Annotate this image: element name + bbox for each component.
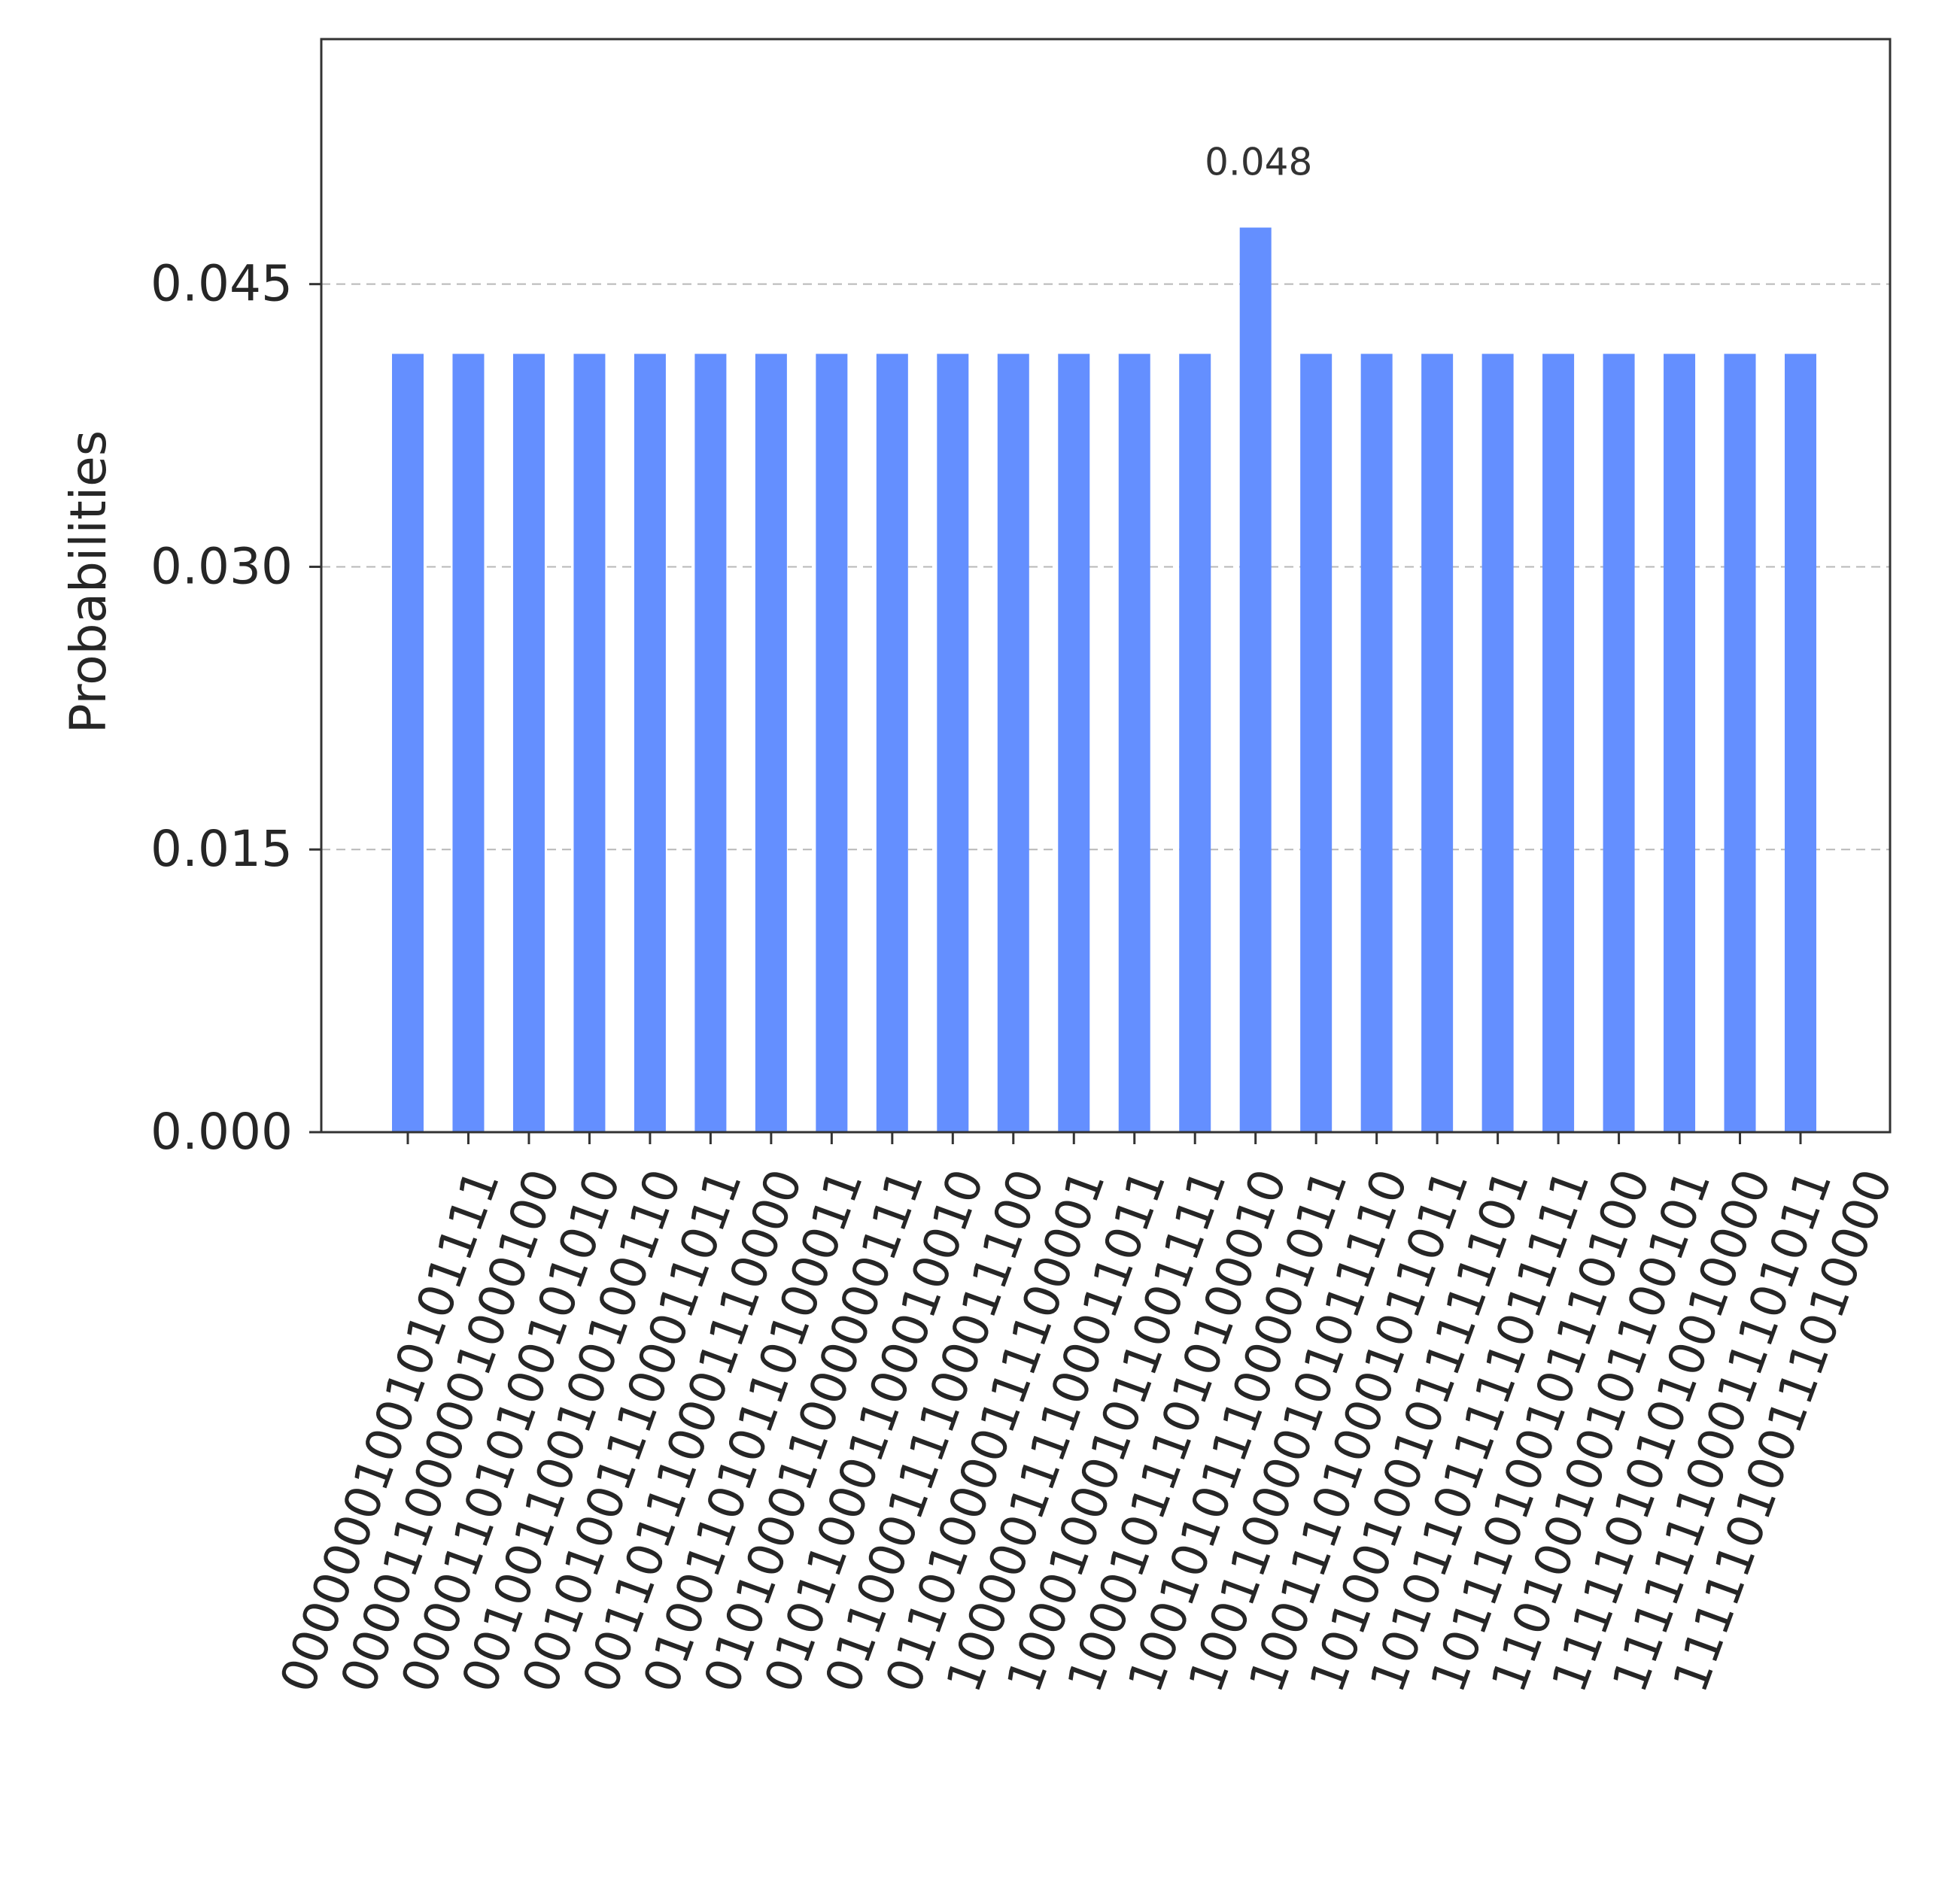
bar xyxy=(1603,354,1635,1133)
gridlines xyxy=(321,283,1890,851)
bar xyxy=(1360,354,1393,1133)
bar xyxy=(1724,354,1756,1133)
bar xyxy=(1664,354,1696,1133)
bar xyxy=(512,354,545,1133)
bar xyxy=(997,354,1029,1133)
bar xyxy=(392,354,424,1133)
bar xyxy=(1118,354,1150,1133)
data-labels: 0.048 xyxy=(1205,141,1312,184)
bar xyxy=(1058,354,1090,1133)
bar xyxy=(1179,354,1211,1133)
bar xyxy=(1785,354,1816,1133)
y-axis-title: Probabilities xyxy=(59,430,117,733)
y-tick-label: 0.015 xyxy=(150,820,293,878)
bar xyxy=(452,354,485,1133)
bar xyxy=(1421,354,1454,1133)
plot-frame xyxy=(320,38,1892,1134)
bar-value-label: 0.048 xyxy=(1205,141,1312,184)
bar xyxy=(573,354,606,1133)
bar xyxy=(755,354,787,1133)
bar xyxy=(634,354,666,1133)
bar xyxy=(1542,354,1575,1133)
y-axis: 0.000 0.015 0.030 0.045 xyxy=(150,255,321,1161)
bars xyxy=(392,227,1816,1133)
bar xyxy=(1239,227,1272,1133)
x-axis: 0000000100101011110000110000010001000000… xyxy=(270,1132,1904,1699)
bar xyxy=(1481,354,1514,1133)
y-tick-label: 0.000 xyxy=(150,1103,293,1161)
bar xyxy=(937,354,969,1133)
bar xyxy=(816,354,848,1133)
bar xyxy=(876,354,908,1133)
y-tick-label: 0.030 xyxy=(150,537,293,595)
bar xyxy=(1300,354,1333,1133)
y-tick-label: 0.045 xyxy=(150,255,293,313)
bar xyxy=(694,354,727,1133)
